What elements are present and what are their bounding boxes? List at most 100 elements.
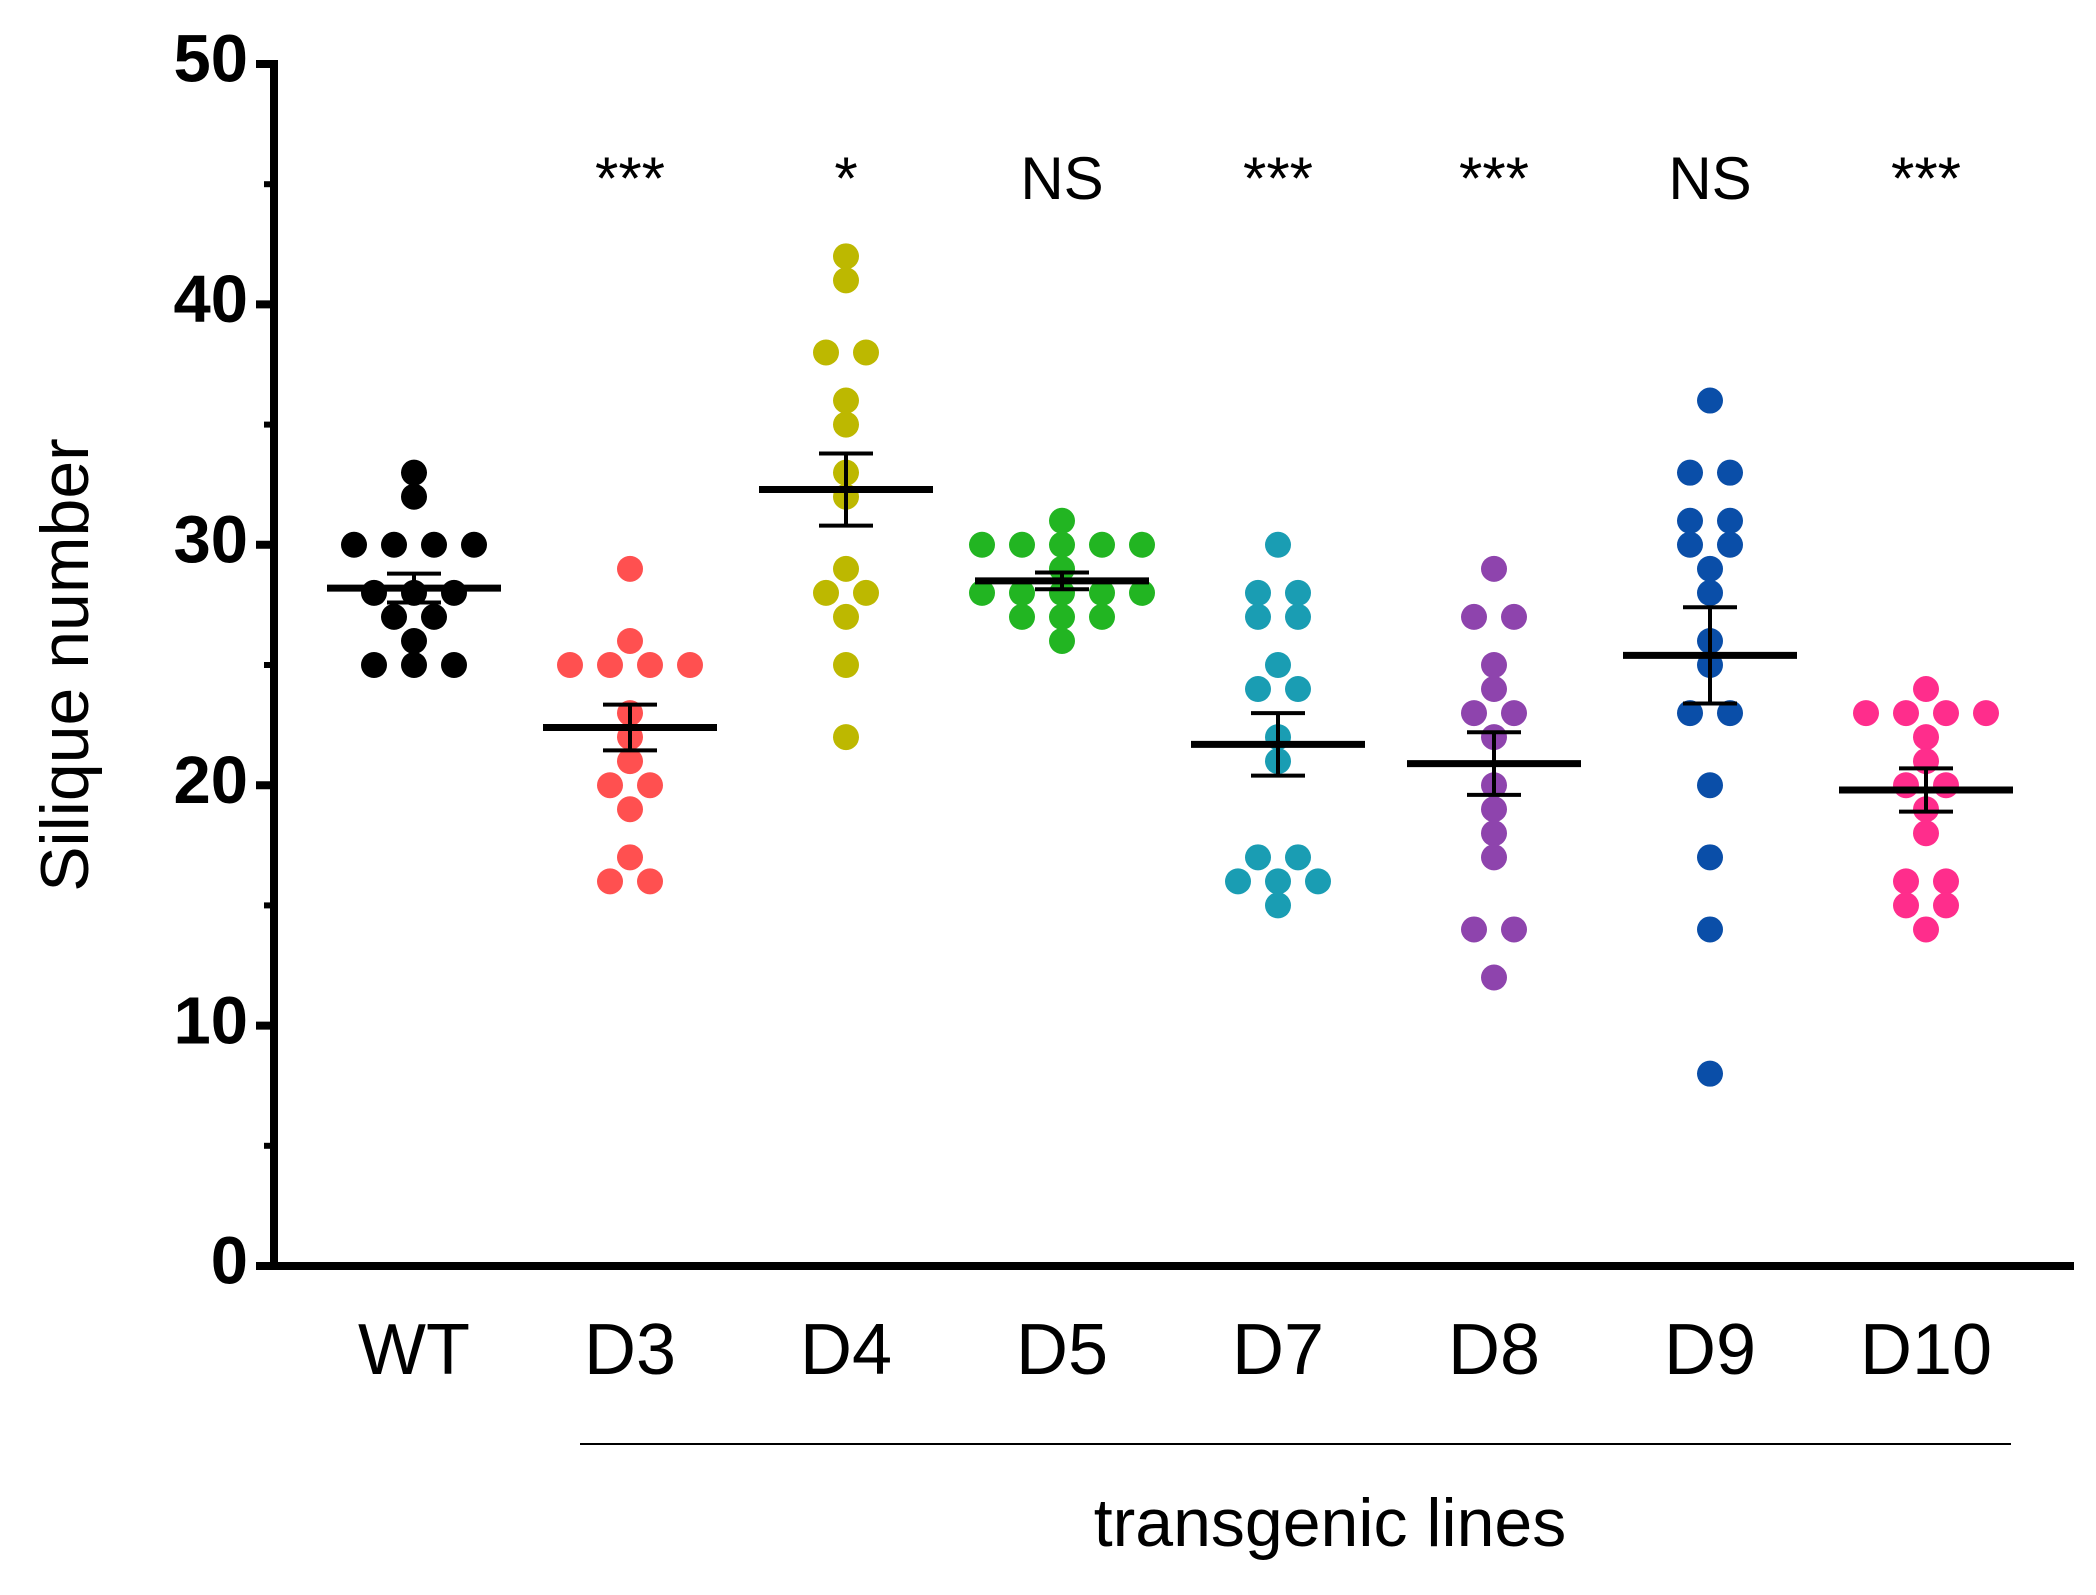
data-point — [1265, 531, 1291, 558]
data-point — [1933, 700, 1959, 727]
data-point — [1265, 868, 1291, 895]
data-point — [1129, 531, 1155, 558]
data-point — [1089, 603, 1115, 630]
data-point — [969, 531, 995, 558]
data-point — [1049, 579, 1075, 606]
data-point — [1245, 676, 1271, 703]
x-tick-label: D8 — [1448, 1310, 1540, 1390]
data-point — [813, 579, 839, 606]
data-point — [1245, 844, 1271, 871]
data-point — [1501, 916, 1527, 943]
data-point — [1245, 603, 1271, 630]
significance-label: * — [834, 145, 857, 212]
data-point — [833, 724, 859, 751]
data-point — [1893, 772, 1919, 799]
y-tick-label: 30 — [173, 503, 248, 578]
data-point — [1501, 700, 1527, 727]
data-point — [1697, 579, 1723, 606]
data-point — [1913, 916, 1939, 943]
data-point — [1677, 531, 1703, 558]
data-point — [1853, 700, 1879, 727]
data-point — [833, 267, 859, 294]
significance-label: *** — [595, 145, 665, 212]
data-point — [1893, 892, 1919, 919]
data-point — [617, 796, 643, 823]
data-point — [1913, 676, 1939, 703]
data-point — [461, 531, 487, 558]
data-point — [1285, 844, 1311, 871]
y-tick-label: 20 — [173, 743, 248, 818]
data-point — [1049, 603, 1075, 630]
data-point — [1461, 916, 1487, 943]
y-axis-label: Silique number — [27, 438, 103, 892]
data-point — [833, 555, 859, 582]
data-point — [401, 652, 427, 678]
data-point — [441, 652, 467, 678]
data-point — [597, 652, 623, 678]
significance-label: *** — [1243, 145, 1313, 212]
data-point — [637, 652, 663, 678]
data-point — [617, 555, 643, 582]
data-point — [1481, 820, 1507, 847]
significance-label: *** — [1891, 145, 1961, 212]
data-point — [1009, 603, 1035, 630]
data-point — [1461, 603, 1487, 630]
data-point — [361, 579, 387, 606]
data-point — [1481, 844, 1507, 871]
data-point — [1717, 700, 1743, 727]
y-tick-label: 0 — [211, 1224, 248, 1299]
data-point — [1697, 555, 1723, 582]
data-point — [1697, 916, 1723, 943]
significance-label: NS — [1020, 145, 1103, 212]
data-point — [1913, 724, 1939, 751]
data-point — [1225, 868, 1251, 895]
data-point — [1717, 507, 1743, 534]
data-point — [969, 579, 995, 606]
data-point — [1265, 652, 1291, 678]
data-point — [557, 652, 583, 678]
data-point — [1717, 459, 1743, 486]
data-point — [1677, 700, 1703, 727]
data-point — [1697, 772, 1723, 799]
data-point — [597, 868, 623, 895]
x-group-label: transgenic lines — [1094, 1485, 1566, 1561]
data-point — [617, 748, 643, 775]
data-point — [381, 603, 407, 630]
data-point — [637, 772, 663, 799]
data-point — [597, 772, 623, 799]
data-point — [1245, 579, 1271, 606]
data-point — [833, 387, 859, 414]
data-point — [813, 339, 839, 366]
data-point — [1481, 964, 1507, 991]
data-point — [1285, 676, 1311, 703]
data-point — [1697, 1060, 1723, 1087]
data-point — [1481, 676, 1507, 703]
data-point — [361, 652, 387, 678]
data-point — [381, 531, 407, 558]
x-tick-label: D4 — [800, 1310, 892, 1390]
data-point — [1481, 652, 1507, 678]
data-point — [401, 459, 427, 486]
data-point — [1893, 868, 1919, 895]
data-point — [1677, 459, 1703, 486]
data-point — [1009, 531, 1035, 558]
y-tick-label: 50 — [173, 22, 248, 97]
data-point — [421, 603, 447, 630]
data-point — [1893, 700, 1919, 727]
significance-label: *** — [1459, 145, 1529, 212]
data-point — [1933, 772, 1959, 799]
data-point — [341, 531, 367, 558]
data-point — [1049, 627, 1075, 654]
data-point — [1089, 531, 1115, 558]
x-tick-label: D7 — [1232, 1310, 1324, 1390]
data-point — [833, 652, 859, 678]
data-point — [1933, 892, 1959, 919]
data-point — [1129, 579, 1155, 606]
data-point — [833, 411, 859, 438]
data-point — [1717, 531, 1743, 558]
data-point — [1501, 603, 1527, 630]
data-point — [833, 243, 859, 270]
data-point — [677, 652, 703, 678]
data-point — [1089, 579, 1115, 606]
